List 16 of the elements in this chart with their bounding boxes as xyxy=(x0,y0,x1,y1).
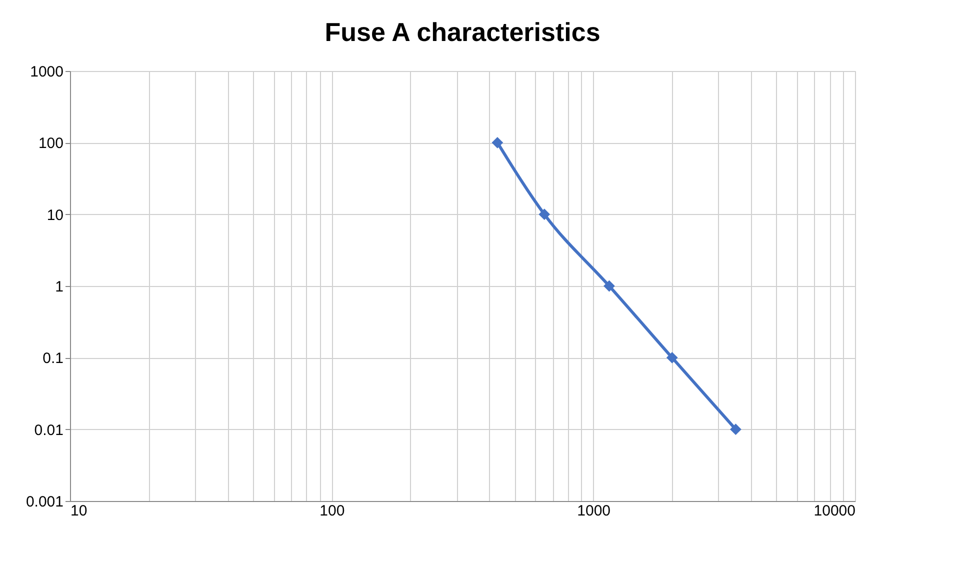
point xyxy=(666,352,678,364)
y-tick-label: 0.1 xyxy=(42,350,64,368)
x-tick-label: 1000 xyxy=(577,502,611,520)
y-tick-label: 100 xyxy=(38,135,64,152)
y-tick-label: 1 xyxy=(55,278,64,296)
x-tick-label: 10 xyxy=(70,502,88,520)
point xyxy=(538,208,550,220)
x-tick-label: 100 xyxy=(320,502,345,520)
y-tick-label: 0.01 xyxy=(34,422,64,439)
chart-title: Fuse A characteristics xyxy=(324,17,600,47)
y-tick-label: 0.001 xyxy=(26,494,64,510)
x-tick-label: 10000 xyxy=(814,502,856,520)
point xyxy=(604,280,615,292)
point xyxy=(730,424,742,436)
y-tick-label: 10 xyxy=(46,206,64,224)
y-tick-label: 1000 xyxy=(30,64,64,80)
